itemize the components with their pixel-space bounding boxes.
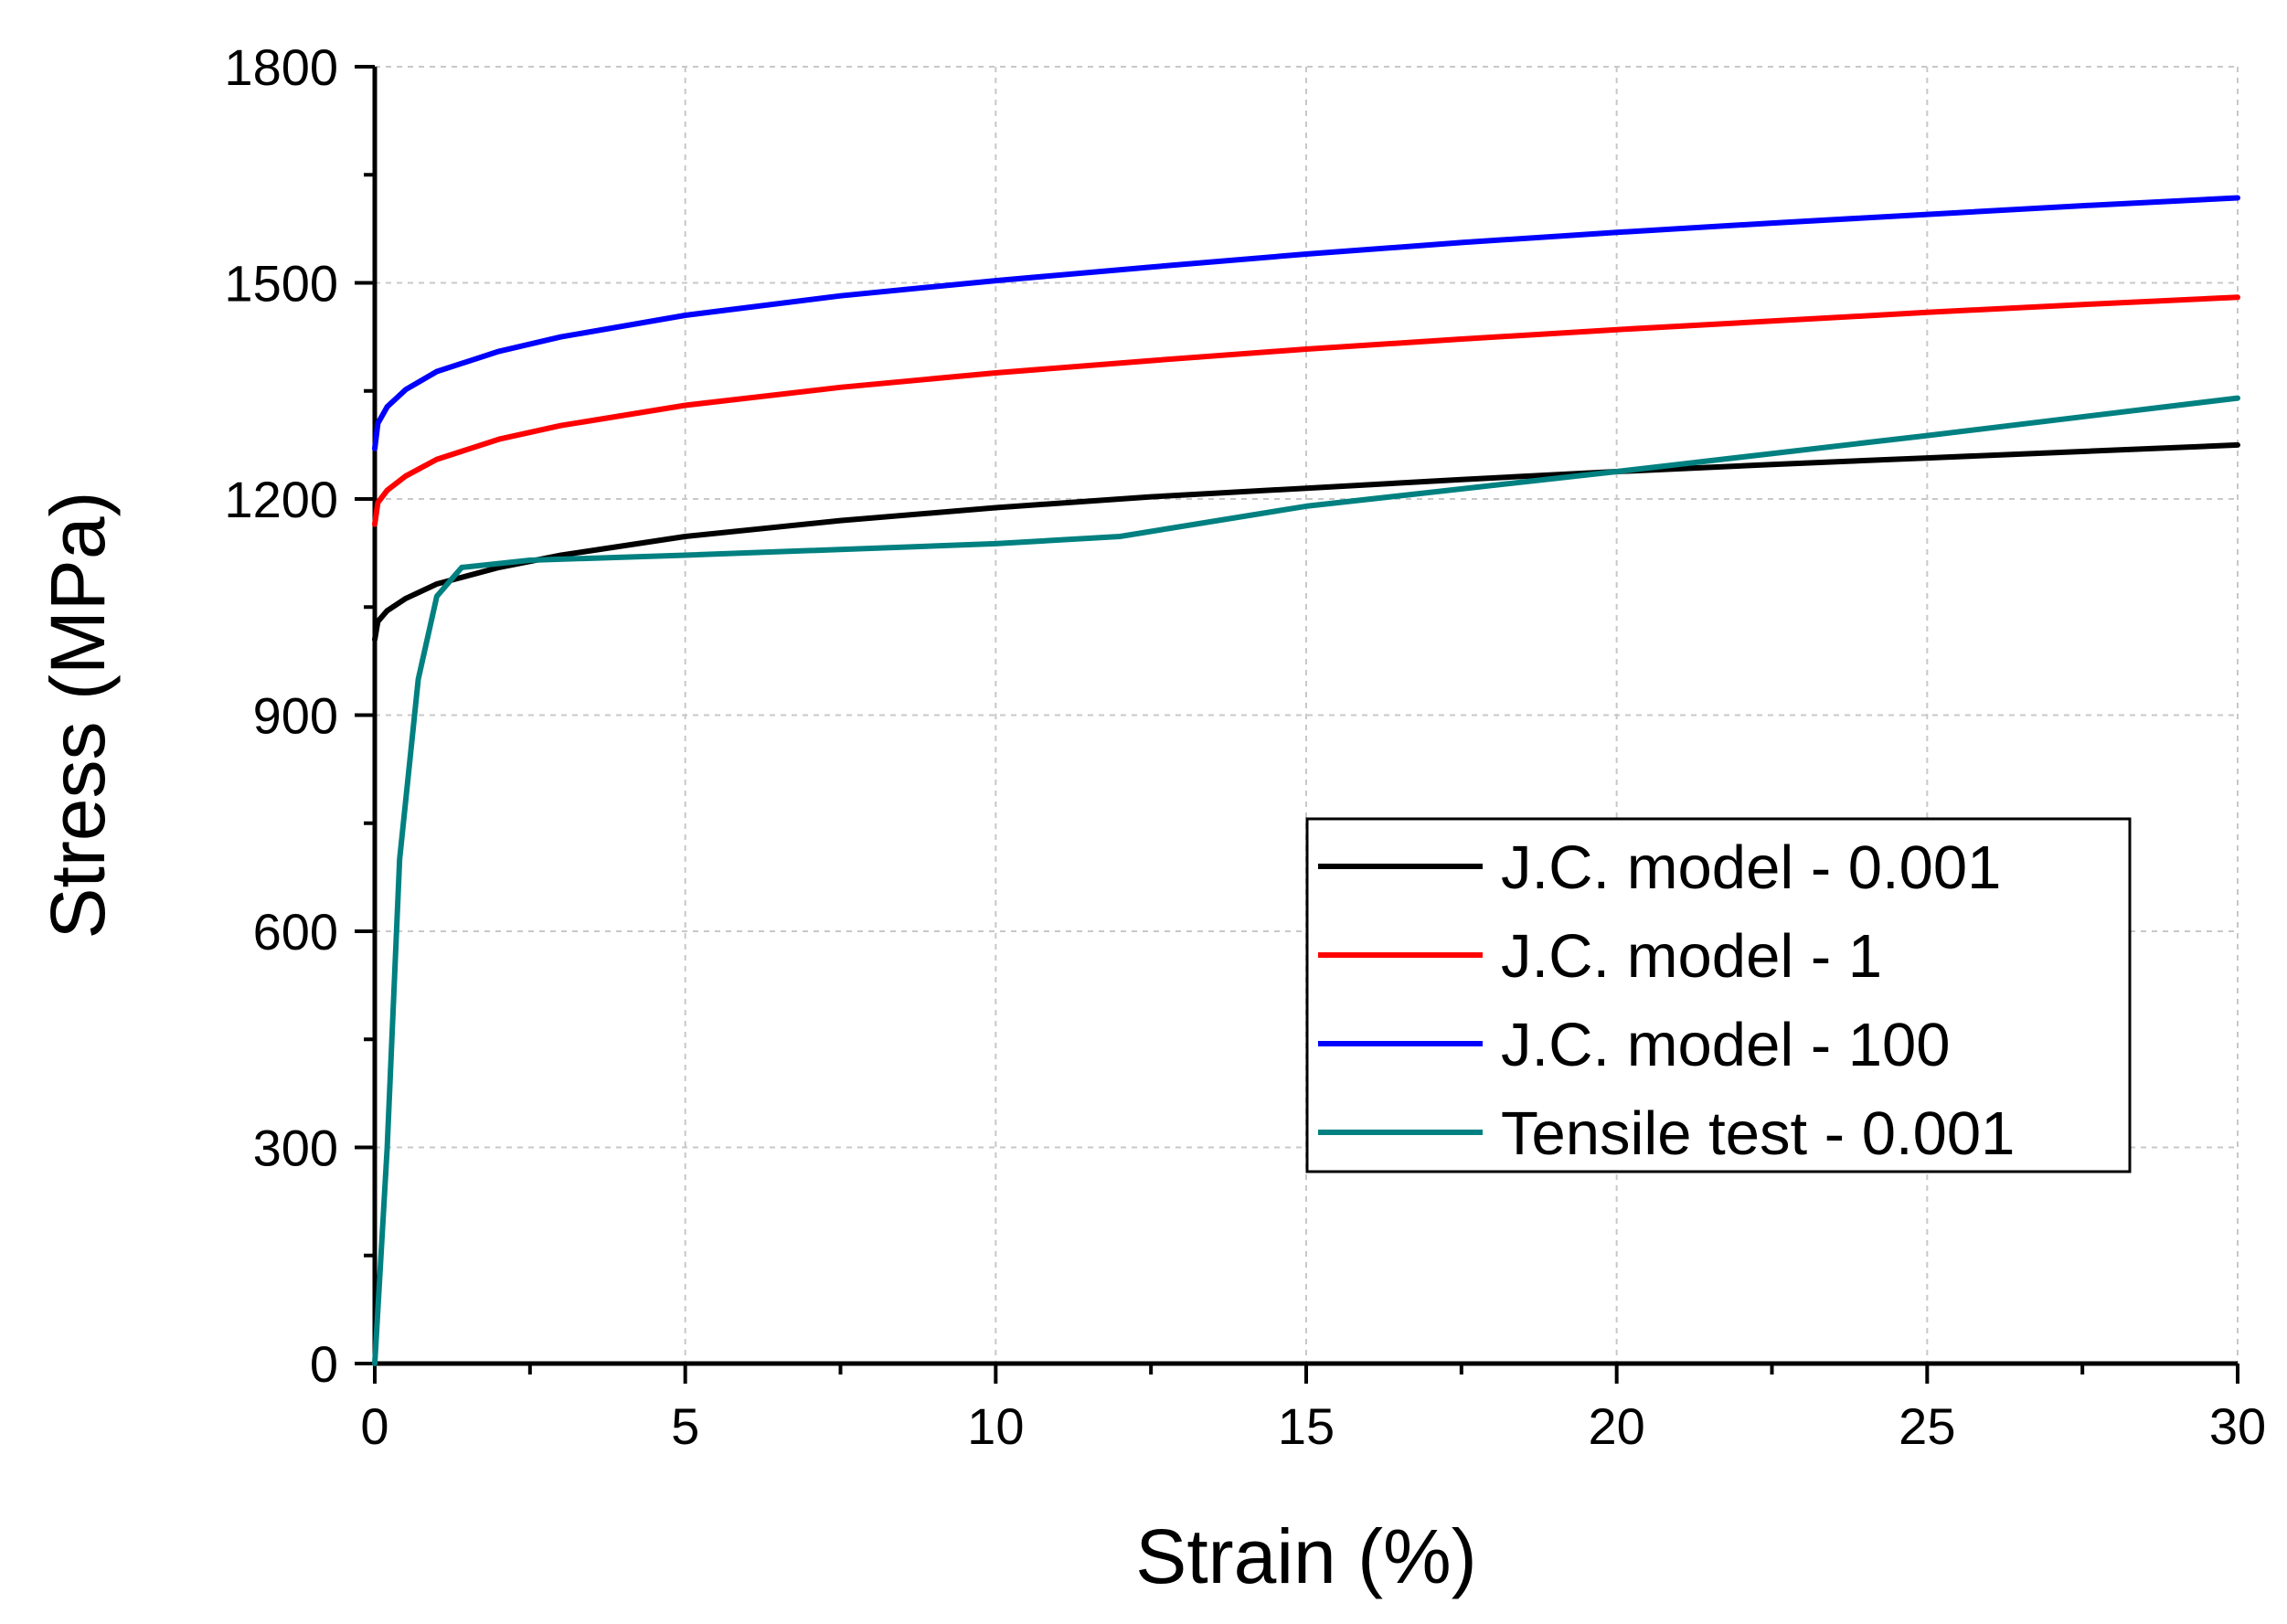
x-axis-title: Strain (%) <box>1135 1513 1476 1599</box>
legend-label: Tensile test - 0.001 <box>1501 1099 2015 1168</box>
legend-label: J.C. model - 1 <box>1501 922 1882 991</box>
legend-box <box>1305 817 2132 1173</box>
y-tick-label: 900 <box>253 687 338 745</box>
series-line-4 <box>372 395 2240 1366</box>
series-line-1 <box>372 441 2240 642</box>
x-tick-label: 5 <box>671 1397 699 1455</box>
series-line-3 <box>372 195 2240 451</box>
x-tick-label: 20 <box>1589 1397 1645 1455</box>
y-tick-label: 300 <box>253 1120 338 1177</box>
legend-label: J.C. model - 100 <box>1501 1011 1951 1079</box>
x-tick-label: 10 <box>967 1397 1024 1455</box>
y-tick-label: 0 <box>310 1335 338 1393</box>
x-tick-label: 30 <box>2209 1397 2266 1455</box>
series-line-2 <box>372 294 2240 527</box>
x-tick-label: 25 <box>1899 1397 1955 1455</box>
y-tick-label: 1200 <box>224 471 338 528</box>
y-tick-label: 1800 <box>224 38 338 96</box>
tick-marks <box>355 65 2239 1384</box>
data-series <box>372 195 2240 1366</box>
grid-lines <box>375 66 2239 1364</box>
legend-label: J.C. model - 0.001 <box>1501 833 2001 902</box>
y-axis-title: Stress (MPa) <box>35 491 121 939</box>
x-tick-label: 0 <box>360 1397 388 1455</box>
y-tick-label: 600 <box>253 903 338 961</box>
legend: J.C. model - 0.001 J.C. model - 1 J.C. mod… <box>1305 817 2132 1173</box>
y-tick-label: 1500 <box>224 255 338 313</box>
x-tick-label: 15 <box>1278 1397 1335 1455</box>
